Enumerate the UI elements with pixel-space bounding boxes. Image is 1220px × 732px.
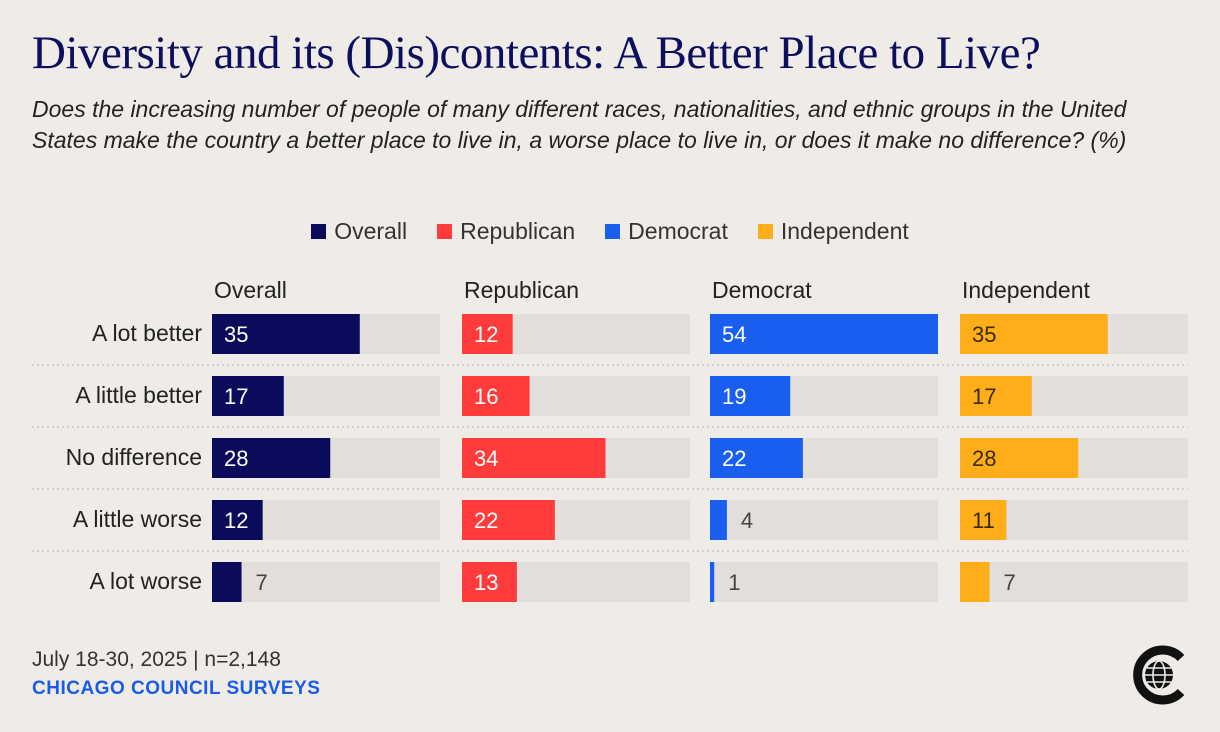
legend-item-overall: Overall [311, 218, 407, 245]
bar-overall-a-little-better [212, 376, 284, 416]
bar-overall-a-lot-worse [212, 562, 242, 602]
bar-republican-a-lot-worse [462, 562, 517, 602]
footer-organization: CHICAGO COUNCIL SURVEYS [32, 678, 321, 699]
panel-header-democrat: Democrat [712, 277, 812, 303]
data-label: 35 [972, 322, 996, 347]
legend-item-democrat: Democrat [605, 218, 728, 245]
data-label: 17 [224, 384, 248, 409]
data-label: 19 [722, 384, 746, 409]
bar-independent-a-little-worse [960, 500, 1007, 540]
category-label-a-little-better: A little better [75, 382, 202, 408]
bar-independent-a-little-better [960, 376, 1032, 416]
category-label-a-lot-better: A lot better [92, 320, 202, 346]
legend-label-independent: Independent [780, 218, 909, 244]
category-label-a-lot-worse: A lot worse [90, 568, 203, 594]
category-label-a-little-worse: A little worse [73, 506, 202, 532]
chart-title: Diversity and its (Dis)contents: A Bette… [32, 27, 1041, 79]
data-label: 12 [224, 508, 248, 533]
bar-democrat-a-little-worse [710, 500, 727, 540]
panel-header-independent: Independent [962, 277, 1091, 303]
chicago-council-globe-icon [1133, 645, 1185, 705]
data-label: 22 [474, 508, 498, 533]
legend: Overall Republican Democrat Independent [0, 218, 1220, 245]
data-label: 12 [474, 322, 498, 347]
bar-overall-a-lot-better [212, 314, 360, 354]
bar-track [710, 562, 938, 602]
bar-republican-a-lot-better [462, 314, 513, 354]
bar-overall-no-difference [212, 438, 331, 478]
footer-date-sample: July 18-30, 2025 | n=2,148 [32, 648, 281, 671]
legend-item-republican: Republican [437, 218, 575, 245]
bar-democrat-a-lot-worse [710, 562, 715, 602]
data-label: 1 [728, 570, 740, 595]
bar-overall-a-little-worse [212, 500, 263, 540]
data-label: 22 [722, 446, 746, 471]
bar-democrat-a-lot-better [710, 314, 938, 354]
legend-label-democrat: Democrat [628, 218, 728, 244]
bar-independent-a-lot-worse [960, 562, 990, 602]
data-label: 7 [256, 570, 268, 595]
category-label-no-difference: No difference [66, 444, 202, 470]
bar-independent-no-difference [960, 438, 1079, 478]
legend-swatch-democrat [605, 224, 621, 239]
legend-swatch-republican [437, 224, 453, 239]
bar-republican-a-little-better [462, 376, 530, 416]
chart-subtitle: Does the increasing number of people of … [32, 96, 1127, 153]
legend-item-independent: Independent [757, 218, 909, 245]
data-label: 28 [972, 446, 996, 471]
bar-democrat-no-difference [710, 438, 803, 478]
legend-swatch-overall [311, 224, 327, 239]
data-label: 13 [474, 570, 498, 595]
data-label: 11 [972, 508, 995, 533]
data-label: 28 [224, 446, 248, 471]
data-label: 54 [722, 322, 746, 347]
bar-track [710, 500, 938, 540]
bar-track [212, 562, 440, 602]
panel-header-overall: Overall [214, 277, 287, 303]
data-label: 17 [972, 384, 996, 409]
data-label: 4 [741, 508, 753, 533]
legend-label-republican: Republican [460, 218, 576, 244]
bar-track [960, 562, 1188, 602]
bar-republican-no-difference [462, 438, 606, 478]
legend-label-overall: Overall [334, 218, 408, 244]
data-label: 34 [474, 446, 498, 471]
data-label: 7 [1004, 570, 1016, 595]
data-label: 35 [224, 322, 248, 347]
legend-swatch-independent [757, 224, 773, 239]
bar-democrat-a-little-better [710, 376, 791, 416]
data-label: 16 [474, 384, 498, 409]
bar-independent-a-lot-better [960, 314, 1108, 354]
bar-republican-a-little-worse [462, 500, 555, 540]
panel-header-republican: Republican [464, 277, 579, 303]
